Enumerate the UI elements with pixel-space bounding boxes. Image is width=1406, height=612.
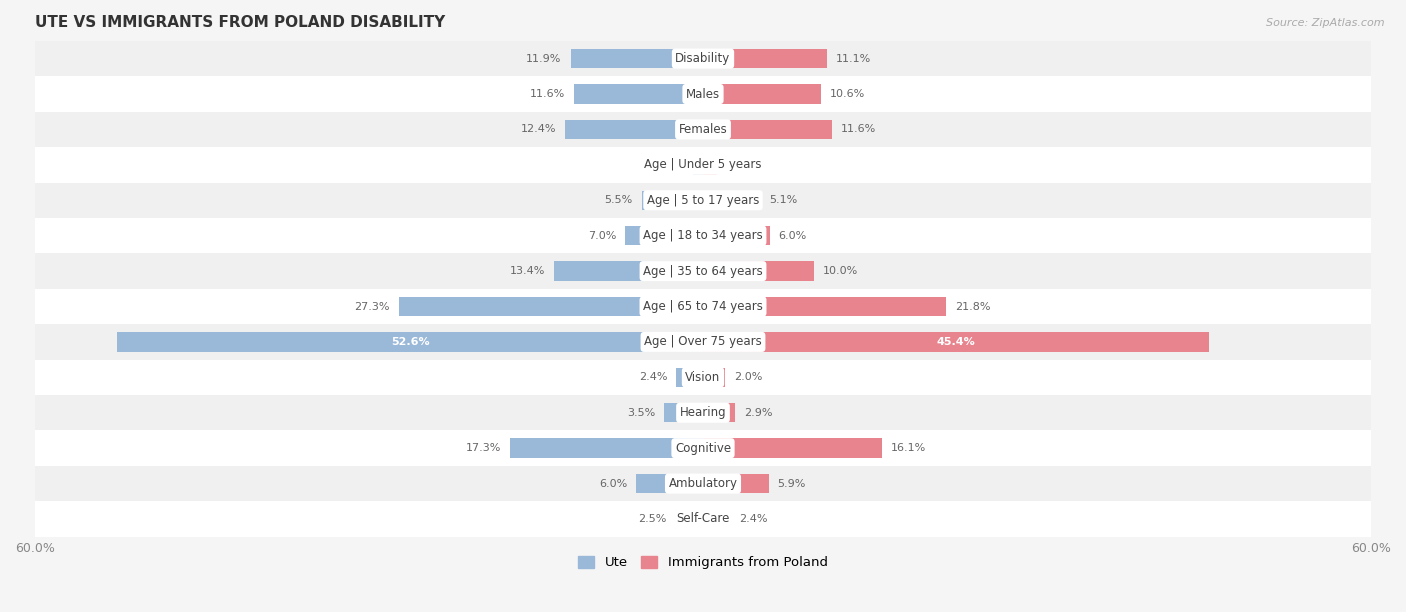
- Text: 13.4%: 13.4%: [509, 266, 546, 276]
- Text: 10.0%: 10.0%: [824, 266, 859, 276]
- Bar: [35, 360, 1371, 395]
- Bar: [703, 155, 717, 174]
- Text: 0.86%: 0.86%: [650, 160, 685, 170]
- Bar: [703, 84, 821, 104]
- Bar: [35, 466, 1371, 501]
- Text: 11.6%: 11.6%: [530, 89, 565, 99]
- Text: 21.8%: 21.8%: [955, 302, 990, 312]
- Bar: [703, 368, 725, 387]
- Bar: [641, 190, 703, 210]
- Bar: [703, 226, 770, 245]
- Text: 11.1%: 11.1%: [835, 54, 870, 64]
- Bar: [676, 368, 703, 387]
- Bar: [554, 261, 703, 281]
- Text: 5.5%: 5.5%: [605, 195, 633, 205]
- Bar: [35, 182, 1371, 218]
- Text: 2.5%: 2.5%: [638, 514, 666, 524]
- Bar: [703, 49, 827, 69]
- Text: Ambulatory: Ambulatory: [668, 477, 738, 490]
- Text: Age | Under 5 years: Age | Under 5 years: [644, 159, 762, 171]
- Text: Self-Care: Self-Care: [676, 512, 730, 526]
- Text: 11.6%: 11.6%: [841, 124, 876, 135]
- Text: Source: ZipAtlas.com: Source: ZipAtlas.com: [1267, 18, 1385, 28]
- Bar: [35, 289, 1371, 324]
- Bar: [693, 155, 703, 174]
- Text: Age | 65 to 74 years: Age | 65 to 74 years: [643, 300, 763, 313]
- Text: Age | 18 to 34 years: Age | 18 to 34 years: [643, 229, 763, 242]
- Text: 2.0%: 2.0%: [734, 372, 762, 382]
- Bar: [35, 112, 1371, 147]
- Bar: [35, 41, 1371, 76]
- Text: Age | Over 75 years: Age | Over 75 years: [644, 335, 762, 348]
- Text: 10.6%: 10.6%: [830, 89, 865, 99]
- Bar: [35, 147, 1371, 182]
- Text: 27.3%: 27.3%: [354, 302, 389, 312]
- Text: 2.9%: 2.9%: [744, 408, 773, 418]
- Text: 6.0%: 6.0%: [599, 479, 627, 488]
- Bar: [703, 509, 730, 529]
- Bar: [574, 84, 703, 104]
- Bar: [675, 509, 703, 529]
- Bar: [35, 501, 1371, 537]
- Text: 3.5%: 3.5%: [627, 408, 655, 418]
- Text: 17.3%: 17.3%: [467, 443, 502, 453]
- Bar: [626, 226, 703, 245]
- Bar: [664, 403, 703, 422]
- Text: UTE VS IMMIGRANTS FROM POLAND DISABILITY: UTE VS IMMIGRANTS FROM POLAND DISABILITY: [35, 15, 446, 30]
- Bar: [703, 261, 814, 281]
- Text: Hearing: Hearing: [679, 406, 727, 419]
- Text: 5.9%: 5.9%: [778, 479, 806, 488]
- Bar: [117, 332, 703, 352]
- Text: Age | 35 to 64 years: Age | 35 to 64 years: [643, 264, 763, 278]
- Bar: [35, 253, 1371, 289]
- Text: Disability: Disability: [675, 52, 731, 65]
- Text: Females: Females: [679, 123, 727, 136]
- Text: Vision: Vision: [685, 371, 721, 384]
- Text: Age | 5 to 17 years: Age | 5 to 17 years: [647, 194, 759, 207]
- Legend: Ute, Immigrants from Poland: Ute, Immigrants from Poland: [574, 551, 832, 575]
- Bar: [399, 297, 703, 316]
- Bar: [35, 395, 1371, 430]
- Text: 1.3%: 1.3%: [727, 160, 755, 170]
- Bar: [703, 297, 946, 316]
- Bar: [703, 332, 1209, 352]
- Bar: [510, 438, 703, 458]
- Bar: [35, 218, 1371, 253]
- Text: 2.4%: 2.4%: [738, 514, 768, 524]
- Text: 2.4%: 2.4%: [638, 372, 668, 382]
- Bar: [35, 76, 1371, 112]
- Text: 16.1%: 16.1%: [891, 443, 927, 453]
- Bar: [636, 474, 703, 493]
- Text: 45.4%: 45.4%: [936, 337, 976, 347]
- Bar: [703, 120, 832, 139]
- Text: 7.0%: 7.0%: [588, 231, 616, 241]
- Bar: [571, 49, 703, 69]
- Text: 6.0%: 6.0%: [779, 231, 807, 241]
- Text: 12.4%: 12.4%: [520, 124, 555, 135]
- Bar: [565, 120, 703, 139]
- Text: 11.9%: 11.9%: [526, 54, 561, 64]
- Text: Males: Males: [686, 88, 720, 100]
- Bar: [703, 190, 759, 210]
- Text: 5.1%: 5.1%: [769, 195, 797, 205]
- Text: Cognitive: Cognitive: [675, 442, 731, 455]
- Bar: [703, 438, 882, 458]
- Bar: [35, 430, 1371, 466]
- Text: 52.6%: 52.6%: [391, 337, 429, 347]
- Bar: [703, 474, 769, 493]
- Bar: [703, 403, 735, 422]
- Bar: [35, 324, 1371, 360]
